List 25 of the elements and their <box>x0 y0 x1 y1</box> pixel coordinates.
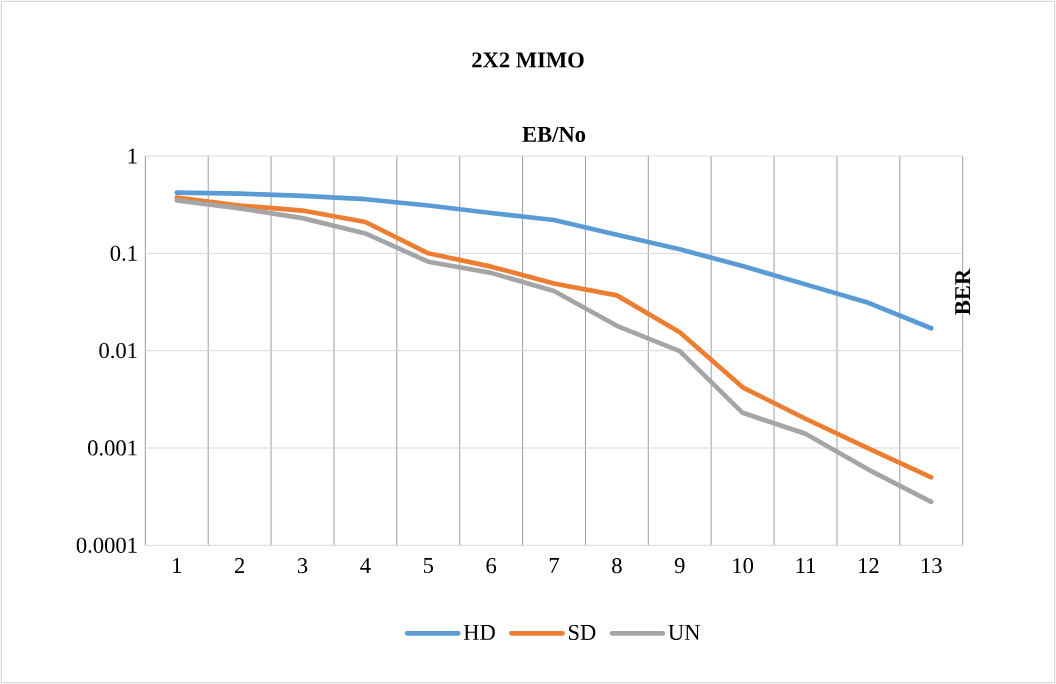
x-tick-label: 4 <box>360 558 371 573</box>
y-tick-label: 0.0001 <box>76 537 137 553</box>
legend-label: SD <box>568 624 596 641</box>
x-tick-label: 1 <box>173 558 182 573</box>
x-tick-label: 12 <box>859 558 879 573</box>
x-tick-label: 9 <box>674 558 685 574</box>
y-tick-label: 0.1 <box>110 245 137 261</box>
line-series <box>174 190 934 331</box>
x-tick-label: 10 <box>733 558 754 574</box>
x-tick-label: 5 <box>423 558 434 574</box>
y-tick-label: 0.001 <box>88 440 137 456</box>
x-tick-label: 3 <box>297 558 308 574</box>
x-tick-label: 8 <box>612 558 622 574</box>
x-axis-title: EB/No <box>522 126 586 142</box>
legend-label: UN <box>668 624 700 640</box>
x-tick-label: 6 <box>486 558 497 574</box>
chart-title: 2X2 MIMO <box>472 52 584 68</box>
y-axis-title: BER <box>955 268 971 315</box>
y-tick-label: 1 <box>128 148 137 164</box>
x-tick-label: 7 <box>549 558 560 573</box>
x-tick-label: 11 <box>796 558 816 573</box>
legend-label: HD <box>463 624 495 640</box>
x-tick-label: 13 <box>921 558 942 574</box>
y-tick-label: 0.01 <box>99 343 137 359</box>
x-tick-label: 2 <box>235 558 245 573</box>
